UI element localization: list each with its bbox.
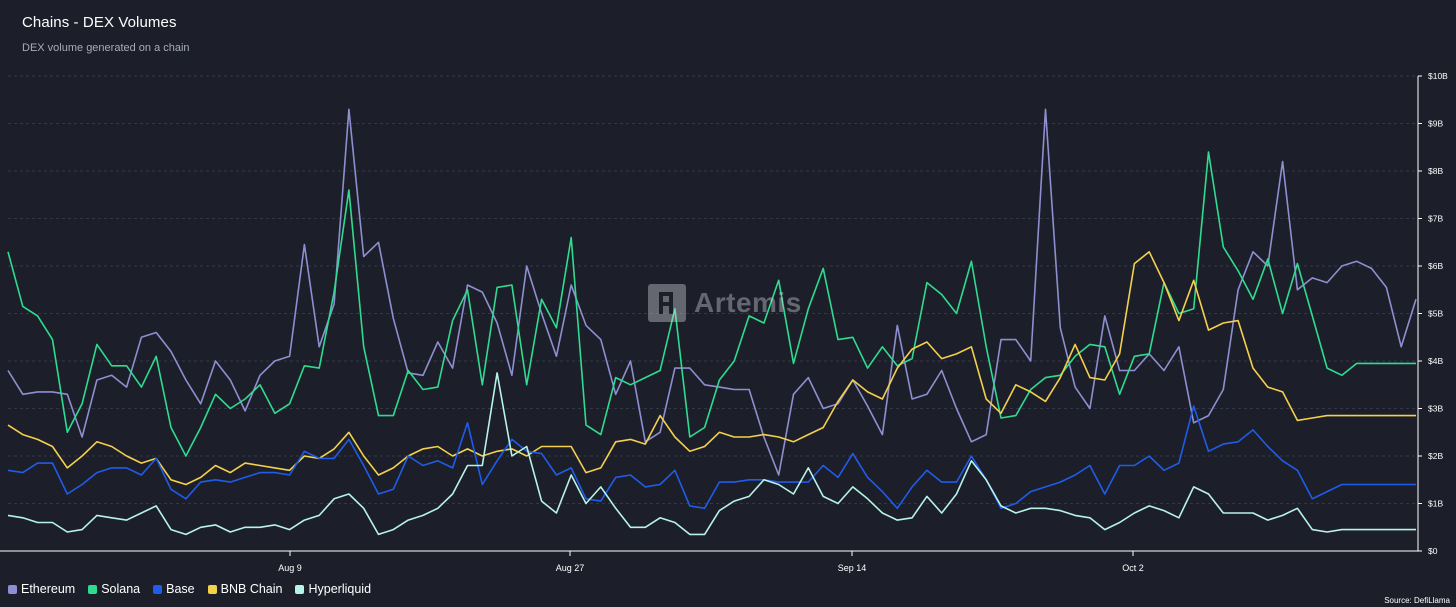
legend-swatch (153, 584, 163, 594)
x-tick-label: Aug 27 (556, 563, 585, 573)
series-line-solana[interactable] (7, 151, 1416, 457)
y-tick-label: $1B (1428, 499, 1443, 509)
source-note: Source: DefiLlama (1384, 596, 1450, 605)
y-tick-label: $5B (1428, 309, 1443, 319)
legend-item-base[interactable]: Base (153, 582, 195, 596)
legend-item-bnb-chain[interactable]: BNB Chain (207, 582, 283, 596)
legend-item-ethereum[interactable]: Ethereum (8, 582, 75, 596)
series-layer[interactable] (7, 108, 1417, 536)
legend-label: Ethereum (21, 582, 76, 596)
chart-title: Chains - DEX Volumes (22, 14, 177, 31)
legend-swatch (207, 584, 217, 594)
series-line-base[interactable] (7, 405, 1416, 510)
x-tick-label: Aug 9 (278, 563, 302, 573)
legend-label: Hyperliquid (308, 582, 372, 596)
legend-item-solana[interactable]: Solana (88, 582, 140, 596)
x-tick-label: Sep 14 (838, 563, 867, 573)
chart-subtitle: DEX volume generated on a chain (22, 42, 190, 54)
y-tick-label: $3B (1428, 404, 1443, 414)
legend-swatch (88, 584, 98, 594)
y-tick-label: $7B (1428, 214, 1443, 224)
y-tick-label: $8B (1428, 166, 1443, 176)
series-line-hyperliquid[interactable] (7, 372, 1416, 536)
legend: Ethereum Solana Base BNB Chain Hyperliquid (8, 582, 371, 596)
y-tick-label: $0 (1428, 546, 1438, 556)
y-tick-label: $2B (1428, 451, 1443, 461)
y-tick-label: $4B (1428, 356, 1443, 366)
y-tick-label: $6B (1428, 261, 1443, 271)
y-tick-label: $10B (1428, 71, 1448, 81)
legend-item-hyperliquid[interactable]: Hyperliquid (295, 582, 371, 596)
legend-label: Solana (101, 582, 141, 596)
legend-label: Base (166, 582, 195, 596)
axis-layer: $0 $1B $2B $3B $4B $5B $6B $7B $8B $9B $10B Aug 9 Au… (278, 71, 1448, 573)
y-tick-label: $9B (1428, 119, 1443, 129)
legend-swatch (8, 584, 17, 594)
legend-label: BNB Chain (220, 582, 283, 596)
x-tick-label: Oct 2 (1122, 563, 1144, 573)
series-line-ethereum[interactable] (7, 108, 1417, 476)
legend-swatch (295, 584, 305, 594)
series-line-bnb-chain[interactable] (7, 251, 1416, 486)
grid-layer (0, 75, 1418, 552)
